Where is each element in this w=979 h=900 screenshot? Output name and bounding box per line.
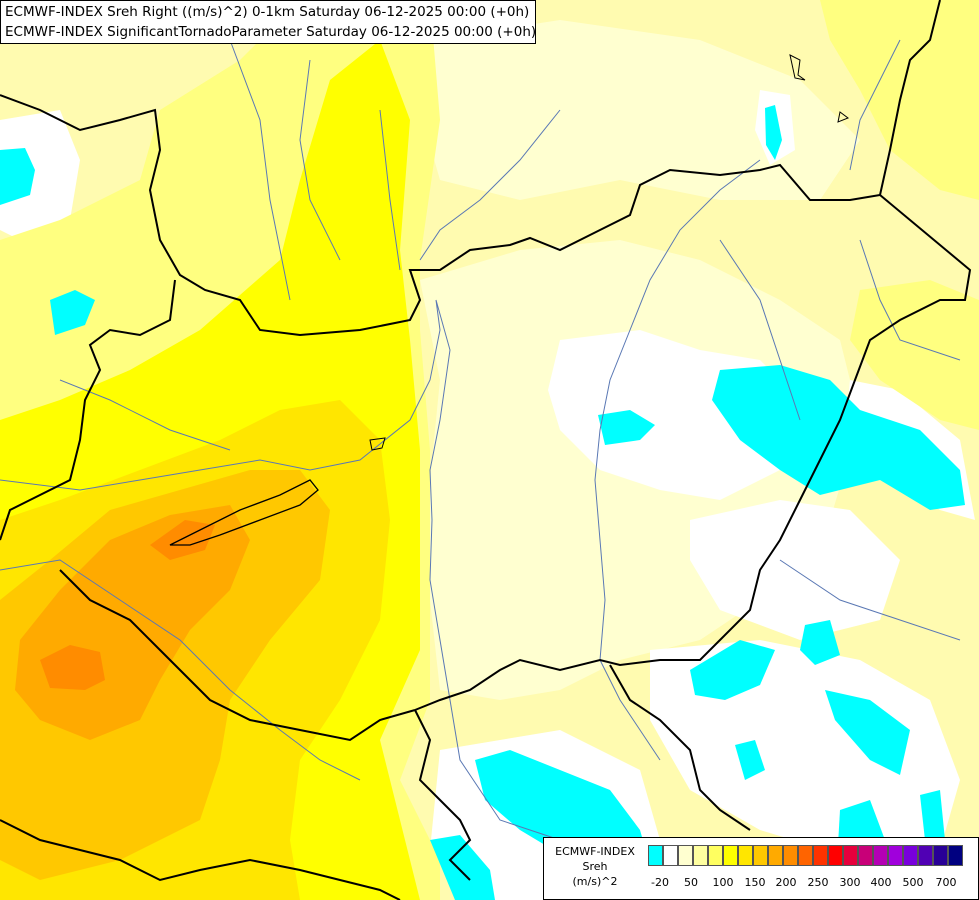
legend-swatch-14 [858,845,873,866]
legend-label-line-2: Sreh [582,860,608,873]
legend-swatch-7 [753,845,768,866]
legend-swatch-2 [678,845,693,866]
river-east [719,239,961,641]
legend-swatch-5 [723,845,738,866]
legend-tick-label: 700 [935,876,957,889]
legend-swatch-9 [783,845,798,866]
legend-label-line-1: ECMWF-INDEX [555,845,635,858]
legend-swatch-12 [828,845,843,866]
white-area-northwest [0,110,80,240]
legend-swatch-6 [738,845,753,866]
legend-swatches [648,845,963,866]
river-northeast [419,39,901,261]
cyan-area-south6 [920,790,945,840]
cyan-area-south4 [735,740,765,780]
border-south [414,664,751,881]
legend-swatch-3 [693,845,708,866]
lake-small-north [369,54,850,451]
deep-orange-west [40,645,105,690]
cyan-area-east [712,365,965,510]
title-line-2: ECMWF-INDEX SignificantTornadoParameter … [5,24,536,40]
legend-swatch-13 [843,845,858,866]
legend-label-line-3: (m/s)^2 [572,875,618,888]
river-north [229,39,401,301]
legend-swatch-1 [663,845,678,866]
legend-tick-label: 250 [807,876,829,889]
legend-swatch-11 [813,845,828,866]
legend-tick-label: 500 [902,876,924,889]
pale-area-north [420,20,860,200]
cyan-area-west [50,290,95,335]
border-west [0,279,416,742]
legend-ticks: -20 50 100 150 200 250 300 400 500 700 [648,876,978,892]
title-line-1: ECMWF-INDEX Sreh Right ((m/s)^2) 0-1km S… [5,4,530,20]
river-west [0,379,361,781]
cyan-area-south [690,640,775,700]
legend-swatch-17 [903,845,918,866]
border-east [414,194,972,711]
light-yellow-east [850,280,979,430]
cyan-area-center [598,410,655,445]
legend-swatch-16 [888,845,903,866]
legend-label: ECMWF-INDEX Sreh (m/s)^2 [544,844,646,889]
legend-swatch-19 [933,845,948,866]
legend-swatch-18 [918,845,933,866]
map-title-box: ECMWF-INDEX Sreh Right ((m/s)^2) 0-1km S… [0,0,536,44]
legend-swatch-8 [768,845,783,866]
cyan-area-north [765,105,782,160]
legend-swatch-10 [798,845,813,866]
legend-swatch-15 [873,845,888,866]
legend-tick-label: 100 [712,876,734,889]
legend-tick-label: 50 [684,876,698,889]
legend-tick-label: -20 [651,876,669,889]
cyan-area-northwest [0,148,35,205]
cyan-area-south3 [825,690,910,775]
legend-tick-label: 200 [775,876,797,889]
cyan-area-south2 [800,620,840,665]
border-north [0,0,941,337]
color-legend: ECMWF-INDEX Sreh (m/s)^2 -20 50 100 150 200 2… [543,837,979,900]
cyan-area-southwest2 [430,835,495,900]
border-southwest [0,819,401,900]
legend-swatch-20 [948,845,963,866]
legend-swatch-0 [648,845,663,866]
lake-balaton [169,479,319,546]
legend-tick-label: 400 [870,876,892,889]
legend-tick-label: 300 [839,876,861,889]
legend-tick-label: 150 [744,876,766,889]
legend-swatch-4 [708,845,723,866]
